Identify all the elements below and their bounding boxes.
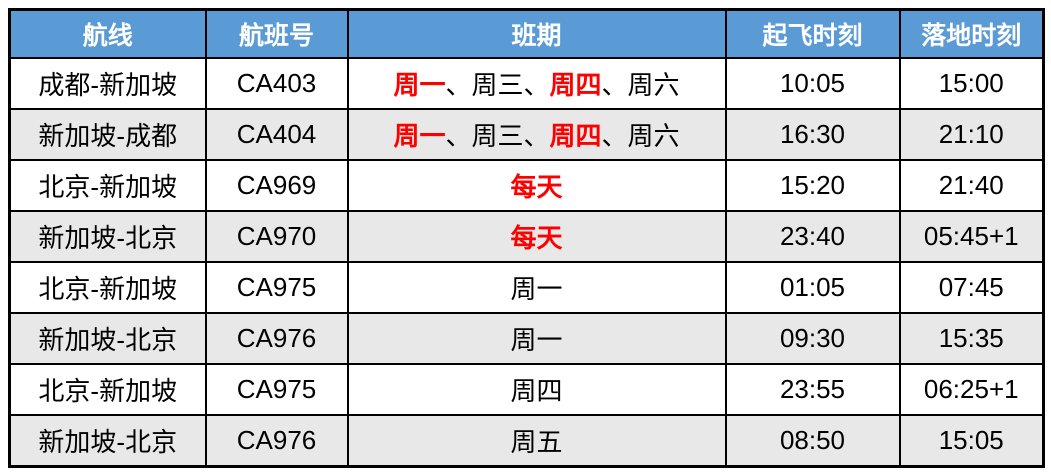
departure-time-cell: 16:30 — [724, 108, 901, 161]
table-row: 新加坡-北京 CA976 周五 08:50 15:05 — [8, 414, 1045, 468]
flight-number-cell: CA975 — [204, 363, 349, 416]
schedule-day: 周三 — [471, 121, 524, 151]
header-row: 航线 航班号 班期 起飞时刻 落地时刻 — [8, 8, 1045, 59]
flight-number-cell: CA976 — [204, 312, 349, 365]
route-cell: 成都-新加坡 — [8, 57, 207, 110]
schedule-day-highlighted: 每天 — [510, 223, 563, 253]
departure-time-cell: 09:30 — [724, 312, 901, 365]
route-cell: 北京-新加坡 — [8, 261, 207, 314]
schedule-day: 周一 — [510, 274, 563, 304]
arrival-time-cell: 21:10 — [898, 108, 1045, 161]
table-row: 北京-新加坡 CA969 每天 15:20 21:40 — [8, 159, 1045, 212]
schedule-day: 、 — [601, 121, 628, 151]
arrival-time-cell: 15:05 — [898, 414, 1045, 468]
departure-time-cell: 10:05 — [724, 57, 901, 110]
table-row: 新加坡-成都 CA404 周一、周三、周四、周六 16:30 21:10 — [8, 108, 1045, 161]
schedule-day: 周五 — [510, 427, 563, 457]
header-cell-3: 起飞时刻 — [724, 8, 901, 59]
arrival-time-cell: 07:45 — [898, 261, 1045, 314]
header-cell-1: 航班号 — [204, 8, 349, 59]
schedule-cell: 周五 — [346, 414, 727, 468]
arrival-time-cell: 21:40 — [898, 159, 1045, 212]
header-cell-0: 航线 — [8, 8, 207, 59]
schedule-day: 周六 — [627, 121, 680, 151]
schedule-cell: 每天 — [346, 159, 727, 212]
flight-number-cell: CA976 — [204, 414, 349, 468]
departure-time-cell: 23:55 — [724, 363, 901, 416]
schedule-day: 周四 — [510, 376, 563, 406]
schedule-day-highlighted: 周一 — [393, 121, 446, 151]
table-body: 成都-新加坡 CA403 周一、周三、周四、周六 10:05 15:00 新加坡-成都 CA… — [8, 57, 1045, 468]
departure-time-cell: 15:20 — [724, 159, 901, 212]
arrival-time-cell: 15:35 — [898, 312, 1045, 365]
flight-number-cell: CA403 — [204, 57, 349, 110]
schedule-day-highlighted: 周一 — [393, 70, 446, 100]
table-row: 成都-新加坡 CA403 周一、周三、周四、周六 10:05 15:00 — [8, 57, 1045, 110]
table-row: 北京-新加坡 CA975 周一 01:05 07:45 — [8, 261, 1045, 314]
schedule-cell: 周一 — [346, 261, 727, 314]
route-cell: 新加坡-北京 — [8, 210, 207, 263]
header-cell-2: 班期 — [346, 8, 727, 59]
schedule-cell: 周一、周三、周四、周六 — [346, 57, 727, 110]
schedule-cell: 周一、周三、周四、周六 — [346, 108, 727, 161]
route-cell: 北京-新加坡 — [8, 159, 207, 212]
departure-time-cell: 23:40 — [724, 210, 901, 263]
route-cell: 新加坡-北京 — [8, 312, 207, 365]
schedule-day-highlighted: 每天 — [510, 172, 563, 202]
schedule-day: 、 — [601, 70, 628, 100]
flight-number-cell: CA975 — [204, 261, 349, 314]
header-cell-4: 落地时刻 — [898, 8, 1045, 59]
table-row: 北京-新加坡 CA975 周四 23:55 06:25+1 — [8, 363, 1045, 416]
schedule-cell: 每天 — [346, 210, 727, 263]
schedule-cell: 周四 — [346, 363, 727, 416]
table-row: 新加坡-北京 CA976 周一 09:30 15:35 — [8, 312, 1045, 365]
schedule-day: 、 — [445, 121, 472, 151]
table-row: 新加坡-北京 CA970 每天 23:40 05:45+1 — [8, 210, 1045, 263]
schedule-day: 周三 — [471, 70, 524, 100]
schedule-day: 周一 — [510, 325, 563, 355]
route-cell: 新加坡-成都 — [8, 108, 207, 161]
arrival-time-cell: 05:45+1 — [898, 210, 1045, 263]
arrival-time-cell: 06:25+1 — [898, 363, 1045, 416]
schedule-day: 、 — [523, 121, 550, 151]
flight-schedule-wrapper: 航线 航班号 班期 起飞时刻 落地时刻 成都-新加坡 CA403 周一、周三、周四、周六 10… — [8, 8, 1045, 468]
schedule-day: 、 — [445, 70, 472, 100]
schedule-day: 周六 — [627, 70, 680, 100]
arrival-time-cell: 15:00 — [898, 57, 1045, 110]
departure-time-cell: 01:05 — [724, 261, 901, 314]
schedule-day-highlighted: 周四 — [549, 70, 602, 100]
flight-schedule-table: 航线 航班号 班期 起飞时刻 落地时刻 成都-新加坡 CA403 周一、周三、周四、周六 10… — [8, 8, 1045, 468]
schedule-cell: 周一 — [346, 312, 727, 365]
route-cell: 新加坡-北京 — [8, 414, 207, 468]
route-cell: 北京-新加坡 — [8, 363, 207, 416]
flight-number-cell: CA970 — [204, 210, 349, 263]
departure-time-cell: 08:50 — [724, 414, 901, 468]
schedule-day-highlighted: 周四 — [549, 121, 602, 151]
flight-number-cell: CA969 — [204, 159, 349, 212]
flight-number-cell: CA404 — [204, 108, 349, 161]
schedule-day: 、 — [523, 70, 550, 100]
